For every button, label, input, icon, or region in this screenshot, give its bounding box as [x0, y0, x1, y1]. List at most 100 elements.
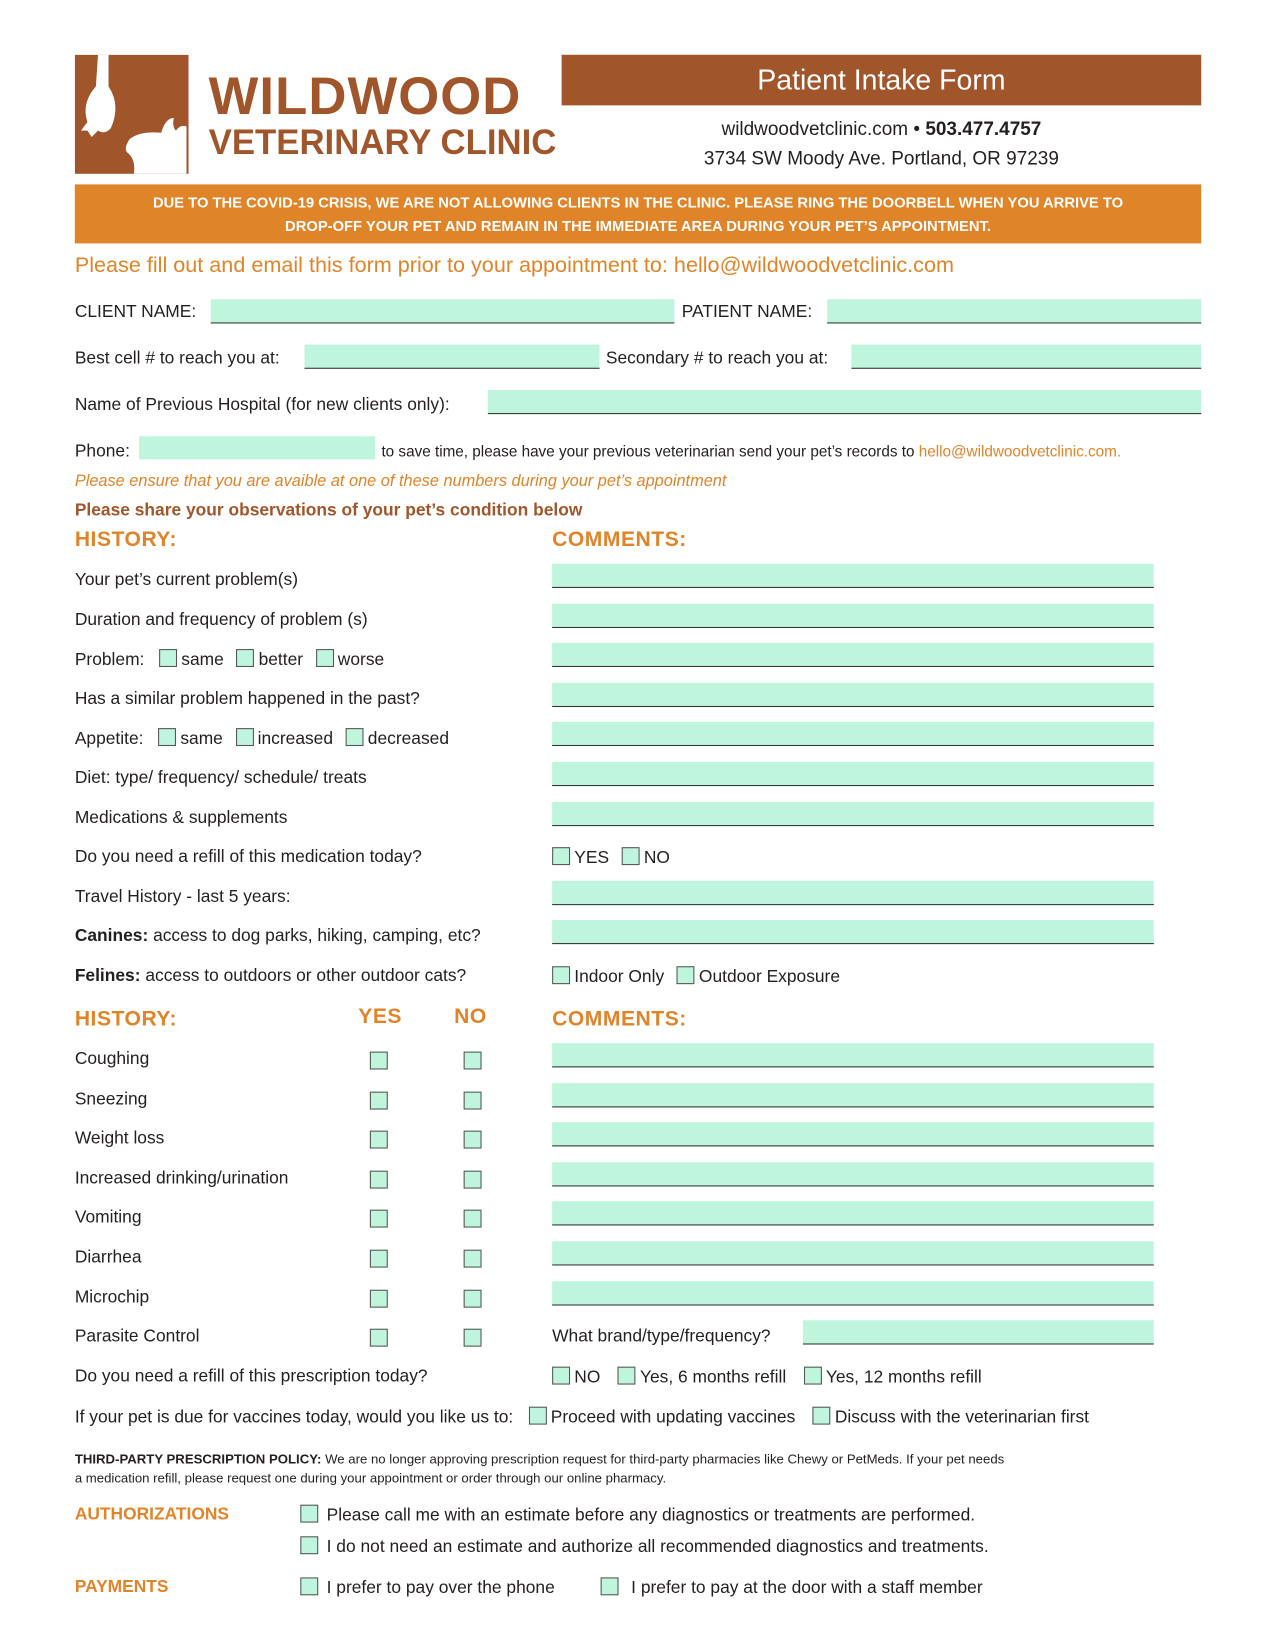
prev-hospital-input[interactable]: [487, 389, 1202, 415]
no-checkbox[interactable]: [463, 1130, 482, 1149]
refill-no-checkbox[interactable]: [552, 1366, 571, 1385]
comment-input[interactable]: [552, 603, 1154, 628]
no-checkbox[interactable]: [463, 1289, 482, 1308]
comment-input[interactable]: [552, 761, 1154, 787]
best-cell-label: Best cell # to reach you at:: [74, 348, 280, 368]
row-label-text: access to dog parks, hiking, camping, et…: [148, 926, 481, 946]
discuss-vet-checkbox[interactable]: [812, 1406, 831, 1425]
website-link[interactable]: wildwoodvetclinic.com: [721, 118, 909, 140]
policy-text-2: a medication refill, please request one …: [74, 1470, 667, 1486]
yes-checkbox[interactable]: [369, 1130, 388, 1149]
payments-label: PAYMENTS: [74, 1577, 169, 1597]
pay-phone-option: I prefer to pay over the phone: [300, 1577, 555, 1598]
no-checkbox[interactable]: [463, 1328, 482, 1347]
no-checkbox[interactable]: [463, 1170, 482, 1189]
option-label: NO: [643, 848, 670, 868]
yes-checkbox[interactable]: [369, 1249, 388, 1268]
comment-input[interactable]: [552, 1162, 1154, 1187]
option-checkbox[interactable]: [552, 847, 571, 866]
third-party-policy: THIRD-PARTY PRESCRIPTION POLICY: We are …: [75, 1450, 1202, 1488]
yes-checkbox[interactable]: [369, 1210, 388, 1228]
pay-phone-checkbox[interactable]: [300, 1577, 319, 1596]
authorizations-label: AUTHORIZATIONS: [74, 1504, 230, 1524]
comment-input[interactable]: [552, 642, 1154, 668]
option: Indoor Only: [552, 966, 665, 987]
option-checkbox[interactable]: [159, 649, 178, 668]
notice-line-1: DUE TO THE COVID-19 CRISIS, WE ARE NOT A…: [152, 193, 1124, 211]
pay-door-option: I prefer to pay at the door with a staff…: [600, 1577, 983, 1598]
yes-checkbox[interactable]: [369, 1328, 388, 1347]
no-checkbox[interactable]: [463, 1091, 482, 1110]
no-checkbox[interactable]: [463, 1210, 482, 1228]
option-label: better: [258, 650, 304, 670]
pay-door-label: I prefer to pay at the door with a staff…: [631, 1578, 983, 1598]
option: NO: [621, 847, 670, 868]
option-checkbox[interactable]: [621, 847, 640, 866]
yes-checkbox[interactable]: [369, 1051, 388, 1070]
comment-options: YES NO: [552, 847, 682, 868]
option-label: YES: [574, 848, 610, 868]
comment-input[interactable]: [552, 1280, 1154, 1306]
option-label: Outdoor Exposure: [698, 967, 841, 987]
pay-door-checkbox[interactable]: [600, 1577, 619, 1596]
patient-name-input[interactable]: [827, 299, 1202, 324]
no-checkbox[interactable]: [463, 1249, 482, 1268]
call-estimate-checkbox[interactable]: [300, 1504, 319, 1523]
option-checkbox[interactable]: [315, 649, 334, 668]
comment-input[interactable]: [552, 1043, 1154, 1068]
history-row-label: Problem: same better worse: [75, 649, 384, 670]
refill-6-months-checkbox[interactable]: [617, 1366, 636, 1385]
option-checkbox[interactable]: [158, 728, 177, 747]
authorize-all-checkbox[interactable]: [300, 1536, 319, 1555]
comment-input[interactable]: [552, 1082, 1154, 1108]
comment-input[interactable]: [552, 563, 1154, 588]
best-cell-input[interactable]: [304, 344, 600, 369]
comment-input[interactable]: [552, 880, 1154, 905]
option-checkbox[interactable]: [345, 728, 364, 747]
yes-checkbox[interactable]: [369, 1170, 388, 1189]
contact-line: wildwoodvetclinic.com • 503.477.4757: [562, 118, 1202, 140]
option-checkbox[interactable]: [676, 966, 695, 985]
option-checkbox[interactable]: [552, 966, 571, 985]
comment-input[interactable]: [552, 1122, 1154, 1147]
row-label-bold: Felines:: [74, 966, 141, 986]
comment-label: What brand/type/frequency?: [552, 1326, 771, 1346]
authorization-estimate-option: Please call me with an estimate before a…: [300, 1504, 975, 1526]
comment-input[interactable]: [552, 682, 1154, 707]
option: better: [236, 649, 304, 670]
no-checkbox[interactable]: [463, 1051, 482, 1070]
brand-subtitle: VETERINARY CLINIC: [208, 122, 557, 162]
yes-checkbox[interactable]: [369, 1289, 388, 1308]
no-column-heading: NO: [454, 1005, 487, 1029]
comment-input[interactable]: [552, 801, 1154, 826]
secondary-phone-input[interactable]: [851, 344, 1202, 369]
prev-hospital-phone-input[interactable]: [139, 436, 376, 460]
comment-input[interactable]: [552, 920, 1154, 945]
secondary-phone-label: Secondary # to reach you at:: [605, 348, 829, 368]
records-email-link[interactable]: hello@wildwoodvetclinic.com.: [918, 443, 1122, 461]
yes-checkbox[interactable]: [369, 1091, 388, 1110]
comment-input[interactable]: [552, 1201, 1154, 1226]
row-label-text: Problem:: [74, 650, 145, 670]
client-name-input[interactable]: [210, 299, 675, 324]
history-row-label: Canines: access to dog parks, hiking, ca…: [75, 927, 481, 947]
option-checkbox[interactable]: [236, 649, 255, 668]
option-label: worse: [337, 650, 385, 670]
comment-input[interactable]: [802, 1320, 1154, 1345]
refill-12-months-checkbox[interactable]: [803, 1366, 822, 1385]
records-note: to save time, please have your previous …: [381, 444, 1121, 461]
option-label: Indoor Only: [574, 967, 665, 987]
history-row-label: Medications & supplements: [75, 808, 288, 828]
symptom-label: Microchip: [74, 1287, 150, 1307]
comment-input[interactable]: [552, 722, 1154, 747]
refill-no-label: NO: [574, 1367, 601, 1387]
row-label-text: Diet: type/ frequency/ schedule/ treats: [74, 768, 367, 788]
comments-heading-2: COMMENTS:: [552, 1007, 687, 1031]
history-row-label: Felines: access to outdoors or other out…: [75, 966, 466, 986]
option-checkbox[interactable]: [235, 728, 254, 747]
comment-input[interactable]: [552, 1241, 1154, 1266]
availability-note: Please ensure that you are avaible at on…: [74, 472, 727, 490]
proceed-vaccines-checkbox[interactable]: [528, 1406, 547, 1425]
option: same: [159, 649, 224, 669]
